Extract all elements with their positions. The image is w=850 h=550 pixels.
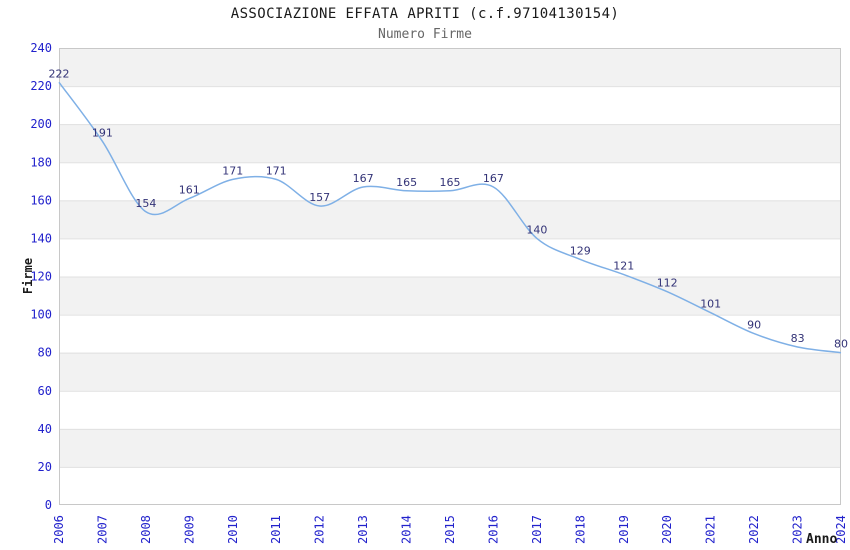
y-tick-label: 140 [30, 231, 52, 245]
value-label: 167 [483, 172, 504, 185]
value-label: 191 [92, 126, 113, 139]
grid-band [59, 352, 841, 391]
x-tick-label: 2013 [356, 515, 370, 544]
value-label: 101 [700, 298, 721, 311]
chart-title: ASSOCIAZIONE EFFATA APRITI (c.f.97104130… [230, 6, 620, 22]
value-label: 161 [179, 183, 200, 196]
x-tick-label: 2012 [313, 515, 327, 544]
value-label: 129 [570, 244, 591, 257]
value-label: 157 [309, 191, 330, 204]
value-label: 154 [135, 197, 156, 210]
y-tick-label: 200 [30, 117, 52, 131]
x-tick-label: 2006 [52, 515, 66, 544]
value-label: 90 [747, 319, 761, 332]
value-label: 83 [791, 332, 805, 345]
grid-band [59, 276, 841, 315]
y-tick-label: 20 [38, 460, 52, 474]
value-label: 165 [440, 176, 461, 189]
y-tick-label: 220 [30, 79, 52, 93]
y-tick-label: 240 [30, 41, 52, 55]
x-tick-label: 2024 [834, 515, 848, 544]
value-label: 171 [266, 164, 287, 177]
value-label: 222 [49, 67, 70, 80]
y-tick-label: 120 [30, 270, 52, 284]
x-tick-label: 2022 [747, 515, 761, 544]
y-tick-label: 180 [30, 155, 52, 169]
x-tick-label: 2009 [182, 515, 196, 544]
x-tick-label: 2020 [660, 515, 674, 544]
x-tick-label: 2018 [573, 515, 587, 544]
grid-band [59, 48, 841, 87]
x-tick-label: 2015 [443, 515, 457, 544]
grid-band [59, 428, 841, 467]
x-tick-label: 2014 [400, 515, 414, 544]
value-label: 121 [613, 260, 634, 273]
series-line [58, 81, 842, 354]
plot-frame [59, 48, 841, 505]
grid-band [59, 124, 841, 163]
x-axis-title: Anno [806, 532, 838, 547]
x-tick-label: 2008 [139, 515, 153, 544]
value-label: 167 [353, 172, 374, 185]
y-tick-label: 40 [38, 422, 52, 436]
x-tick-label: 2010 [226, 515, 240, 544]
y-tick-label: 100 [30, 308, 52, 322]
x-tick-label: 2017 [530, 515, 544, 544]
y-tick-label: 60 [38, 384, 52, 398]
value-label: 171 [222, 164, 243, 177]
x-tick-label: 2011 [269, 515, 283, 544]
x-tick-label: 2019 [617, 515, 631, 544]
x-tick-label: 2023 [791, 515, 805, 544]
value-label: 112 [657, 277, 678, 290]
x-tick-label: 2016 [486, 515, 500, 544]
value-label: 80 [834, 338, 848, 351]
x-tick-label: 2021 [704, 515, 718, 544]
y-axis-title: Firme [21, 257, 35, 295]
y-tick-label: 160 [30, 193, 52, 207]
chart-subtitle: Numero Firme [378, 27, 472, 42]
value-label: 140 [526, 223, 547, 236]
x-tick-label: 2007 [95, 515, 109, 544]
grid-band [59, 200, 841, 239]
y-tick-label: 80 [38, 346, 52, 360]
y-tick-label: 0 [45, 498, 52, 512]
value-label: 165 [396, 176, 417, 189]
